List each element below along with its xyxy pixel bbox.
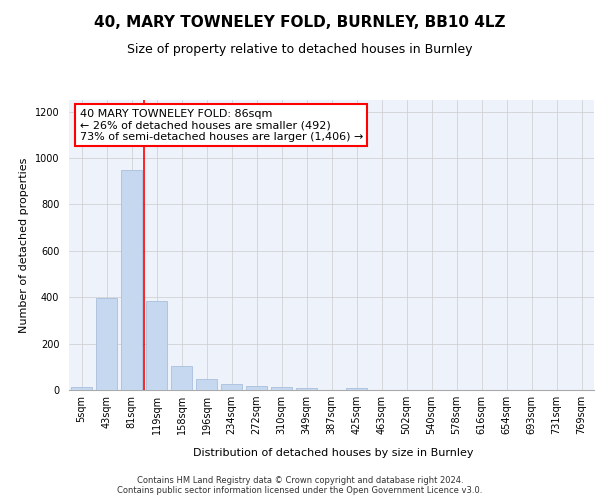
Bar xyxy=(146,300,167,390)
Bar xyxy=(71,386,92,390)
Text: Distribution of detached houses by size in Burnley: Distribution of detached houses by size … xyxy=(193,448,473,458)
Bar xyxy=(346,388,367,390)
Text: 40 MARY TOWNELEY FOLD: 86sqm
← 26% of detached houses are smaller (492)
73% of s: 40 MARY TOWNELEY FOLD: 86sqm ← 26% of de… xyxy=(79,108,363,142)
Bar xyxy=(221,384,242,390)
Y-axis label: Number of detached properties: Number of detached properties xyxy=(19,158,29,332)
Text: Contains HM Land Registry data © Crown copyright and database right 2024.
Contai: Contains HM Land Registry data © Crown c… xyxy=(118,476,482,495)
Bar xyxy=(121,170,142,390)
Bar xyxy=(96,298,117,390)
Bar xyxy=(196,379,217,390)
Bar xyxy=(296,388,317,390)
Bar xyxy=(271,387,292,390)
Text: Size of property relative to detached houses in Burnley: Size of property relative to detached ho… xyxy=(127,42,473,56)
Bar xyxy=(171,366,192,390)
Bar xyxy=(246,386,267,390)
Text: 40, MARY TOWNELEY FOLD, BURNLEY, BB10 4LZ: 40, MARY TOWNELEY FOLD, BURNLEY, BB10 4L… xyxy=(94,15,506,30)
